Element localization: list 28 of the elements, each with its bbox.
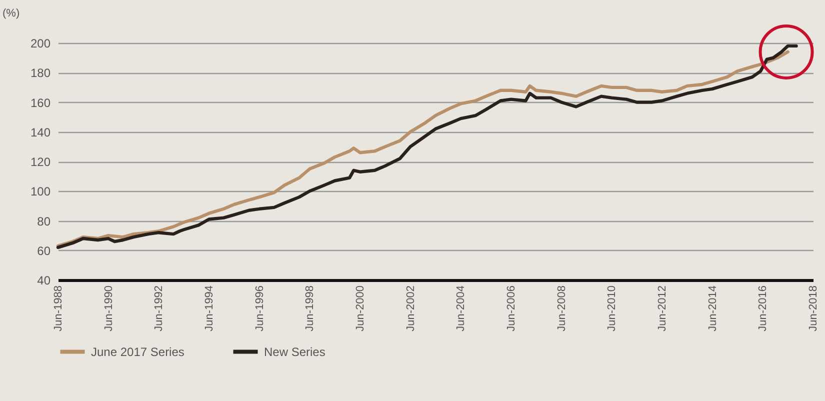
x-tick-label: Jun-2002 (404, 286, 417, 332)
x-tick-label: Jun-2018 (808, 286, 820, 332)
y-tick-label: 160 (30, 96, 51, 110)
x-tick-label: Jun-1996 (254, 286, 266, 332)
x-tick-label: Jun-1998 (304, 286, 316, 332)
y-tick-label: 60 (37, 244, 51, 258)
y-axis-title: (%) (2, 8, 20, 20)
x-tick-label: Jun-1992 (153, 286, 166, 332)
x-tick-label: Jun-1994 (203, 286, 216, 332)
x-tick-label: Jun-2006 (505, 286, 518, 332)
legend-label: New Series (264, 344, 326, 359)
y-tick-label: 120 (30, 155, 51, 169)
y-tick-label: 200 (30, 36, 51, 50)
x-tick-label: Jun-1988 (52, 286, 64, 332)
x-tick-label: Jun-2010 (606, 286, 618, 332)
x-tick-label: Jun-2008 (556, 286, 568, 332)
legend-label: June 2017 Series (91, 344, 184, 359)
x-tick-label: Jun-2012 (656, 286, 669, 332)
x-tick-label: Jun-2000 (354, 286, 367, 332)
x-tick-label: Jun-2014 (706, 286, 719, 332)
y-tick-label: 40 (37, 274, 51, 288)
y-tick-label: 180 (30, 66, 51, 80)
y-tick-label: 140 (30, 125, 51, 140)
y-tick-label: 100 (30, 184, 51, 199)
x-tick-label: Jun-1990 (102, 286, 115, 332)
x-tick-label: Jun-2004 (455, 286, 468, 332)
x-tick-label: Jun-2016 (757, 286, 770, 332)
y-tick-label: 80 (37, 214, 51, 228)
